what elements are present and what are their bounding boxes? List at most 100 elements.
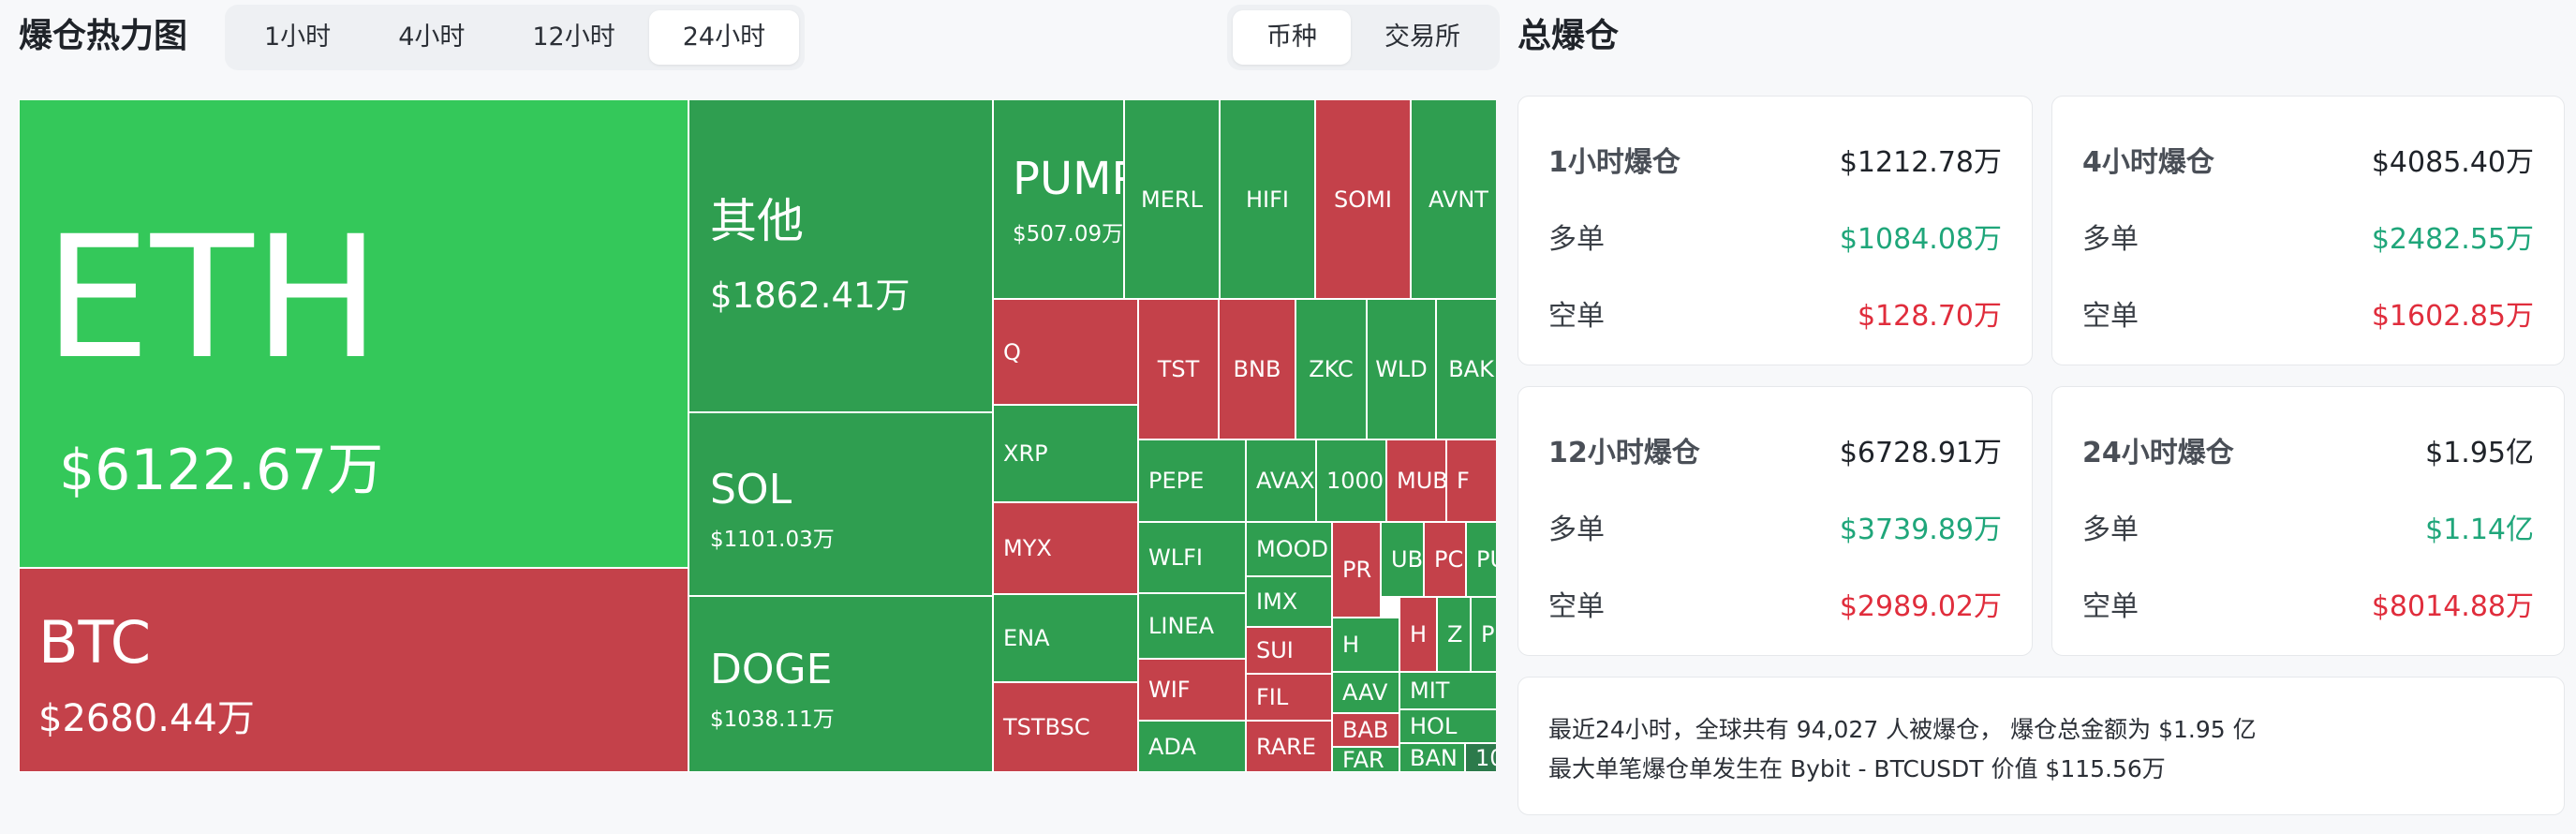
heat-cell-name: Z <box>1447 621 1463 648</box>
card-title: 4小时爆仓 <box>2082 146 2214 179</box>
tab-12h[interactable]: 12小时 <box>532 22 615 52</box>
heat-cell-name: MIT <box>1410 678 1450 704</box>
heat-cell-name: SOL <box>710 466 792 514</box>
heat-cell-name: MUB <box>1397 468 1446 494</box>
heat-cell-name: BTC <box>38 608 152 677</box>
total-liquidation-title: 总爆仓 <box>1517 17 1620 55</box>
heat-cell-ub[interactable]: UB <box>1381 522 1424 597</box>
heat-cell-value: $1038.11万 <box>710 707 835 732</box>
heat-cell-myx[interactable]: MYX <box>993 502 1138 594</box>
heat-cell-somi[interactable]: SOMI <box>1315 99 1411 299</box>
heat-cell-sui[interactable]: SUI <box>1246 627 1332 674</box>
heat-cell-wld[interactable]: WLD <box>1367 299 1436 439</box>
heat-cell-tstbsc[interactable]: TSTBSC <box>993 682 1138 772</box>
heat-cell-linea[interactable]: LINEA <box>1138 593 1246 659</box>
heat-cell-sol[interactable]: SOL $1101.03万 <box>688 412 993 596</box>
long-value: $1084.08万 <box>1839 223 2002 256</box>
tab-coin[interactable]: 币种 <box>1233 10 1351 65</box>
long-value: $1.14亿 <box>2425 514 2534 546</box>
heat-cell-doge[interactable]: DOGE $1038.11万 <box>688 596 993 772</box>
heat-cell-name: PR <box>1342 557 1372 583</box>
heat-cell-btc[interactable]: BTC $2680.44万 <box>19 568 688 772</box>
tab-1h[interactable]: 1小时 <box>264 22 332 52</box>
heat-cell-pr[interactable]: PR <box>1332 522 1381 618</box>
heat-cell-name: 其他 <box>710 194 804 248</box>
heat-cell-zkc[interactable]: ZKC <box>1295 299 1367 439</box>
long-label: 多单 <box>2082 514 2139 546</box>
heat-cell-ena[interactable]: ENA <box>993 594 1138 682</box>
heat-cell-bab[interactable]: BAB <box>1332 713 1399 747</box>
heat-cell-p[interactable]: P <box>1471 597 1496 672</box>
card-title: 24小时爆仓 <box>2082 437 2234 469</box>
heat-cell-pu[interactable]: PU <box>1466 522 1496 597</box>
heat-cell-xrp[interactable]: XRP <box>993 405 1138 502</box>
heat-cell-f[interactable]: F <box>1446 439 1496 522</box>
heat-cell-name: AVNT <box>1429 186 1488 213</box>
heat-cell-far[interactable]: FAR <box>1332 747 1399 772</box>
heat-cell-pump[interactable]: PUMP $507.09万 <box>993 99 1124 299</box>
long-label: 多单 <box>1548 514 1605 546</box>
heat-cell-hifi[interactable]: HIFI <box>1220 99 1315 299</box>
heat-cell-name: P <box>1481 621 1495 648</box>
heat-cell-mub[interactable]: MUB <box>1386 439 1446 522</box>
short-value: $1602.85万 <box>2371 300 2534 333</box>
tab-24h[interactable]: 24小时 <box>648 10 800 65</box>
heat-cell-other[interactable]: 其他 $1862.41万 <box>688 99 993 412</box>
heat-cell-bnb[interactable]: BNB <box>1219 299 1295 439</box>
heat-cell-name: H <box>1342 632 1360 658</box>
tab-4h[interactable]: 4小时 <box>398 22 466 52</box>
short-value: $2989.02万 <box>1839 590 2002 623</box>
heat-cell-z[interactable]: Z <box>1437 597 1471 672</box>
short-label: 空单 <box>1548 590 1605 623</box>
heat-cell-aav[interactable]: AAV <box>1332 672 1399 713</box>
heat-cell-q[interactable]: Q <box>993 299 1138 405</box>
heat-cell-name: AVAX <box>1256 468 1315 494</box>
heat-cell-name: PUMP <box>1013 153 1123 205</box>
heat-cell-name: ENA <box>1003 625 1050 651</box>
heat-cell-bak[interactable]: BAK <box>1436 299 1496 439</box>
heat-cell-wif[interactable]: WIF <box>1138 659 1246 721</box>
long-value: $3739.89万 <box>1839 514 2002 546</box>
heat-cell-name: SUI <box>1256 637 1294 663</box>
card-total: $6728.91万 <box>1839 437 2002 469</box>
heat-cell-name: BAB <box>1342 717 1389 743</box>
heat-cell-name: TST <box>1157 356 1200 382</box>
heat-cell-name: BAN <box>1410 744 1458 771</box>
heat-cell-fil[interactable]: FIL <box>1246 674 1332 721</box>
heat-cell-name: UB <box>1391 546 1424 573</box>
heat-cell-imx[interactable]: IMX <box>1246 576 1332 627</box>
short-label: 空单 <box>2082 300 2139 333</box>
heat-cell-h[interactable]: H <box>1332 618 1399 672</box>
short-label: 空单 <box>1548 300 1605 333</box>
heat-cell-ban[interactable]: BAN <box>1399 743 1465 772</box>
heat-cell-avnt[interactable]: AVNT <box>1411 99 1496 299</box>
liquidation-heatmap: ETH $6122.67万 BTC $2680.44万 其他 $1862.41万… <box>19 99 1496 772</box>
heat-cell-name: ADA <box>1148 733 1196 760</box>
heat-cell-value: $6122.67万 <box>59 438 384 503</box>
heat-cell-h-2[interactable]: H <box>1399 597 1437 672</box>
card-total: $4085.40万 <box>2371 146 2534 179</box>
heat-cell-merl[interactable]: MERL <box>1124 99 1220 299</box>
heat-cell-ada[interactable]: ADA <box>1138 721 1246 772</box>
heat-cell-mit[interactable]: MIT <box>1399 672 1496 709</box>
heat-cell-name: HOL <box>1410 713 1458 739</box>
tab-exchange[interactable]: 交易所 <box>1384 22 1460 52</box>
heat-cell-eth[interactable]: ETH $6122.67万 <box>19 99 688 568</box>
heat-cell-pepe[interactable]: PEPE <box>1138 439 1246 522</box>
heat-cell-pc[interactable]: PC <box>1424 522 1466 597</box>
heat-cell-name: PC <box>1434 546 1464 573</box>
heat-cell-avax[interactable]: AVAX <box>1246 439 1316 522</box>
heat-cell-wlfi[interactable]: WLFI <box>1138 522 1246 593</box>
heat-cell-1000[interactable]: 1000 <box>1316 439 1386 522</box>
summary-line-1: 最近24小时，全球共有 94,027 人被爆仓， 爆仓总金额为 $1.95 亿 <box>1548 716 2257 743</box>
heat-cell-name: LINEA <box>1148 613 1214 639</box>
heat-cell-name: DOGE <box>710 646 833 693</box>
short-label: 空单 <box>2082 590 2139 623</box>
heat-cell-rare[interactable]: RARE <box>1246 721 1332 772</box>
heat-cell-tst[interactable]: TST <box>1138 299 1219 439</box>
group-by-tabs: 币种 交易所 <box>1227 5 1500 70</box>
heat-cell-hol[interactable]: HOL <box>1399 709 1496 743</box>
card-total: $1.95亿 <box>2425 437 2534 469</box>
heat-cell-mood[interactable]: MOOD <box>1246 522 1332 576</box>
heat-cell-100[interactable]: 100 <box>1465 743 1496 772</box>
